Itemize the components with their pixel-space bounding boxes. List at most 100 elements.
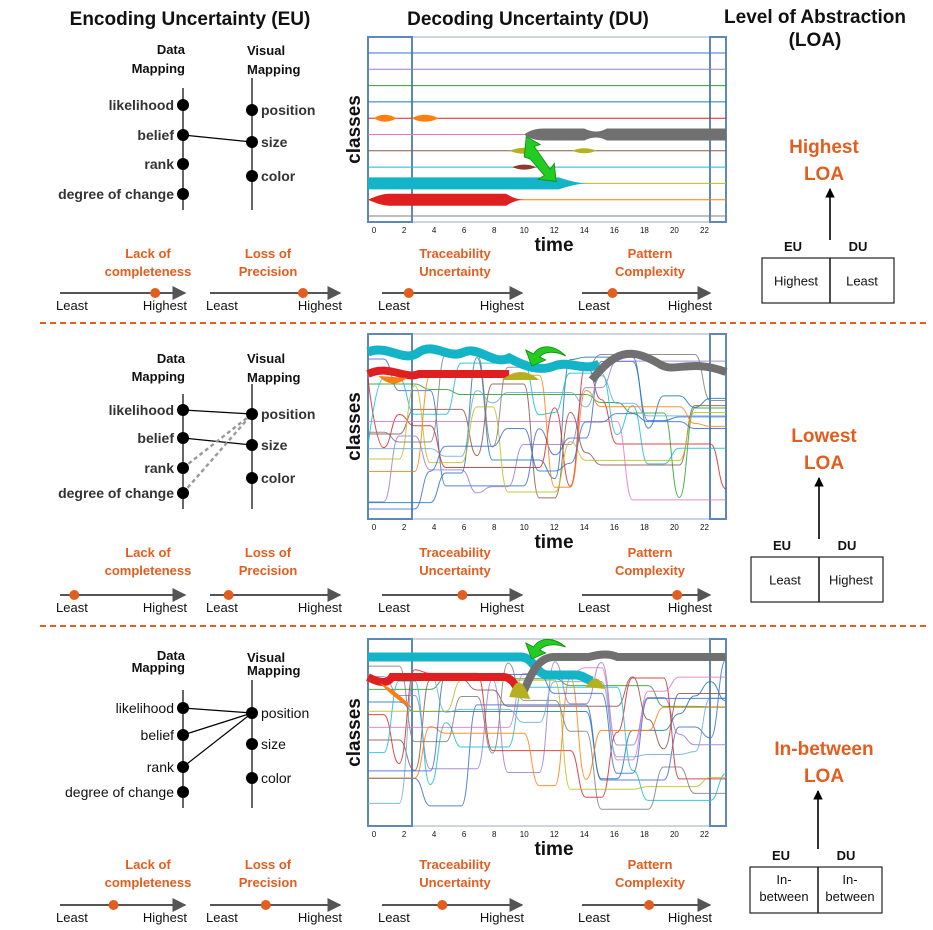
metric-slider-knob [260,900,271,910]
mapping-connection [182,134,253,143]
visual-mapping-label: Visual [247,650,285,665]
metric-slider-knob [403,288,414,298]
row-1: Data Mapping Visual Mapping likelihood belief… [56,36,895,313]
class-line [367,661,726,773]
mapping-connection [182,712,253,768]
class-band [411,114,439,122]
loa-header: Level of Abstraction (LOA) [700,6,930,52]
visual-item-label: size [261,437,288,453]
loa-header-line1: Level of Abstraction [724,7,906,28]
metric-slider-knob [223,590,234,600]
x-tick-label: 14 [580,226,589,235]
x-tick-label: 6 [462,830,467,839]
metric-slider-knob [108,900,119,910]
data-mapping-label: Mapping [132,61,185,76]
class-band-cyan [368,652,594,686]
loa-level-label: Lowest [791,426,857,447]
x-tick-label: 8 [492,523,497,532]
visual-mapping-node [246,707,258,719]
loa-box-du-header: DU [849,239,868,254]
x-tick-label: 12 [550,830,559,839]
visual-mapping-node [246,772,258,784]
metric-slider-knob [437,900,448,910]
metric-label: Complexity [615,264,686,279]
x-tick-label: 22 [700,830,709,839]
metric-label: Uncertainty [419,563,491,578]
x-tick-label: 10 [520,226,529,235]
x-tick-label: 4 [432,226,437,235]
metric-least-label: Least [56,600,88,615]
data-item-label: rank [144,460,174,476]
visual-mapping-label: Mapping [247,62,300,77]
class-band-gray [517,650,726,699]
metric-highest-label: Highest [668,298,712,313]
loa-box-eu-header: EU [772,848,790,863]
visual-item-label: position [261,406,315,422]
x-tick-label: 18 [640,523,649,532]
swap-arrow-icon [523,135,557,182]
visual-mapping-node [246,738,258,750]
x-tick-label: 12 [550,226,559,235]
data-item-label: likelihood [109,97,174,113]
x-tick-label: 14 [580,523,589,532]
class-band [572,148,597,154]
metric-label: Complexity [615,563,686,578]
data-mapping-node [177,129,189,141]
metric-least-label: Least [206,298,238,313]
eu-header: Encoding Uncertainty (EU) [69,9,311,30]
loa-box-du-header: DU [838,538,857,553]
metric-highest-label: Highest [298,298,342,313]
loa-eu-value: Highest [774,274,818,289]
metric-label: Pattern [628,545,673,560]
x-tick-label: 20 [670,830,679,839]
metric-highest-label: Highest [668,910,712,925]
data-mapping-label: Mapping [132,369,185,384]
metric-highest-label: Highest [668,600,712,615]
loa-box-eu-header: EU [784,239,802,254]
loa-box [750,556,884,603]
metric-label: completeness [105,264,192,279]
row-2: Data Mapping Visual Mapping likelihood belief… [56,333,884,615]
x-tick-label: 20 [670,523,679,532]
class-band [501,372,540,380]
metric-label: Uncertainty [419,264,491,279]
class-line [367,413,726,510]
class-line [368,680,727,801]
mapping-connection [182,707,253,714]
y-axis-label: classes [344,392,365,461]
loa-du-value: Least [846,274,878,289]
class-line [368,674,726,774]
x-tick-label: 10 [520,523,529,532]
metric-slider-knob [298,288,308,298]
x-tick-label: 8 [492,226,497,235]
x-tick-label: 0 [372,523,377,532]
time-window-left [367,638,413,827]
class-line [368,677,726,787]
metric-slider-knob [607,288,618,298]
time-window-left [367,333,413,520]
x-tick-label: 16 [610,830,619,839]
x-tick-label: 2 [402,523,407,532]
data-mapping-node [177,188,189,200]
data-mapping-label: Data [157,351,186,366]
visual-mapping-label: Visual [247,351,285,366]
visual-mapping-node [246,136,258,148]
class-band-cyan [368,177,588,190]
visual-item-label: size [261,736,286,752]
metric-least-label: Least [578,600,610,615]
visual-mapping-node [246,439,258,451]
class-band-cyan [366,344,602,373]
metric-least-label: Least [56,298,88,313]
visual-mapping-label: Visual [247,43,285,58]
mapping-connection [182,712,253,736]
x-tick-label: 10 [520,830,529,839]
metric-label: Traceability [419,545,491,560]
class-line [367,662,726,810]
loa-level-label: LOA [804,164,844,185]
data-item-label: rank [144,156,174,172]
metric-label: Loss of [245,545,292,560]
metric-label: Traceability [419,246,491,261]
data-mapping-node [177,432,189,444]
visual-item-label: color [261,168,296,184]
data-mapping-node [177,158,189,170]
